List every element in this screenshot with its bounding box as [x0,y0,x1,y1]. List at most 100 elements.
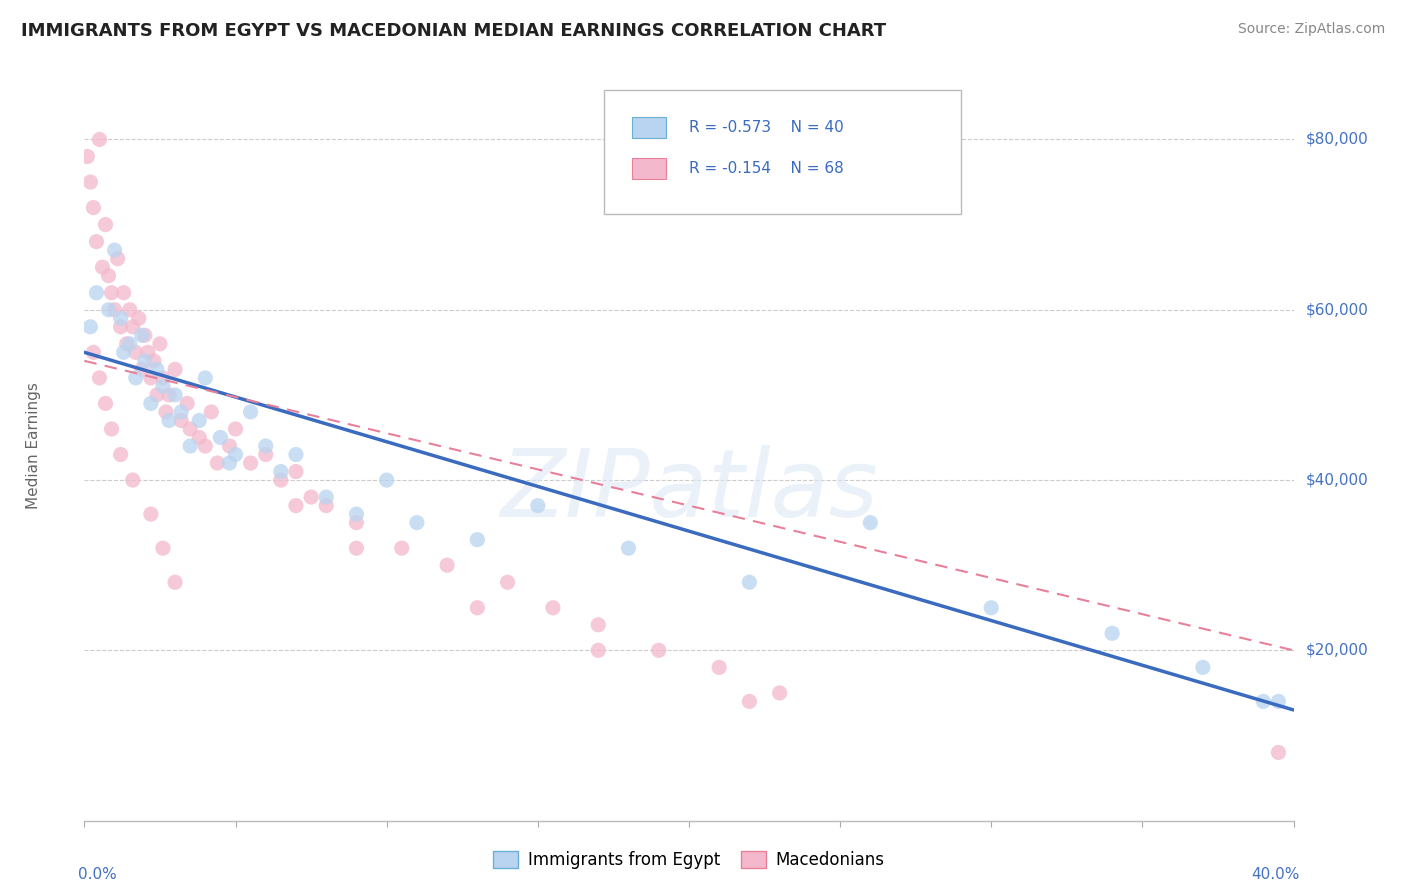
Point [1253,694,1275,708]
Point [254,439,277,453]
Point [152,541,174,556]
Point [112,345,135,359]
Point [142,354,165,368]
Text: $80,000: $80,000 [1306,132,1368,147]
Point [1101,626,1123,640]
Point [738,694,761,708]
Point [375,473,398,487]
Point [194,439,217,453]
Point [391,541,413,556]
Point [155,405,177,419]
Point [315,499,337,513]
Point [100,285,122,300]
Point [110,311,132,326]
Point [139,507,162,521]
Point [146,388,169,402]
Point [436,558,458,573]
Point [146,362,169,376]
Text: Source: ZipAtlas.com: Source: ZipAtlas.com [1237,22,1385,37]
Bar [633,117,666,138]
Point [157,388,180,402]
Point [176,396,198,410]
Point [1267,746,1289,760]
Point [179,439,201,453]
Point [82,345,104,359]
Point [115,336,138,351]
Point [270,473,292,487]
Point [131,328,153,343]
Point [188,413,211,427]
Point [617,541,640,556]
Point [209,430,232,444]
Point [980,600,1002,615]
Point [165,575,187,590]
Point [769,686,792,700]
Text: $20,000: $20,000 [1306,643,1368,657]
Point [157,413,180,427]
FancyBboxPatch shape [605,90,962,214]
Point [648,643,671,657]
Text: IMMIGRANTS FROM EGYPT VS MACEDONIAN MEDIAN EARNINGS CORRELATION CHART: IMMIGRANTS FROM EGYPT VS MACEDONIAN MEDI… [21,22,886,40]
Point [188,430,211,444]
Text: $40,000: $40,000 [1306,473,1368,488]
Point [121,319,143,334]
Point [125,345,148,359]
Point [467,600,489,615]
Text: ZIPatlas: ZIPatlas [501,445,877,536]
Point [104,243,127,257]
Point [218,456,240,470]
Point [89,371,111,385]
Point [170,405,193,419]
Point [588,643,610,657]
Point [406,516,429,530]
Point [738,575,761,590]
Point [149,336,172,351]
Point [218,439,240,453]
Point [104,302,127,317]
Point [86,285,108,300]
Point [315,490,337,504]
Bar [633,158,666,179]
Point [139,371,162,385]
Point [285,499,308,513]
Point [200,405,222,419]
Point [285,448,308,462]
Point [82,201,104,215]
Text: R = -0.154    N = 68: R = -0.154 N = 68 [689,161,844,177]
Point [709,660,731,674]
Point [136,345,159,359]
Point [207,456,229,470]
Point [496,575,519,590]
Point [165,362,187,376]
Point [94,218,117,232]
Point [152,371,174,385]
Point [97,268,120,283]
Point [467,533,489,547]
Point [588,617,610,632]
Point [112,285,135,300]
Point [134,328,156,343]
Point [194,371,217,385]
Point [110,448,132,462]
Point [165,388,187,402]
Point [346,516,368,530]
Point [254,448,277,462]
Point [285,465,308,479]
Point [125,371,148,385]
Point [91,260,114,275]
Point [128,311,150,326]
Text: Median Earnings: Median Earnings [27,383,41,509]
Point [346,541,368,556]
Point [299,490,322,504]
Point [100,422,122,436]
Point [97,302,120,317]
Point [859,516,882,530]
Point [527,499,550,513]
Point [170,413,193,427]
Point [134,354,156,368]
Point [76,149,98,163]
Point [131,362,153,376]
Point [1192,660,1215,674]
Point [79,175,101,189]
Point [270,465,292,479]
